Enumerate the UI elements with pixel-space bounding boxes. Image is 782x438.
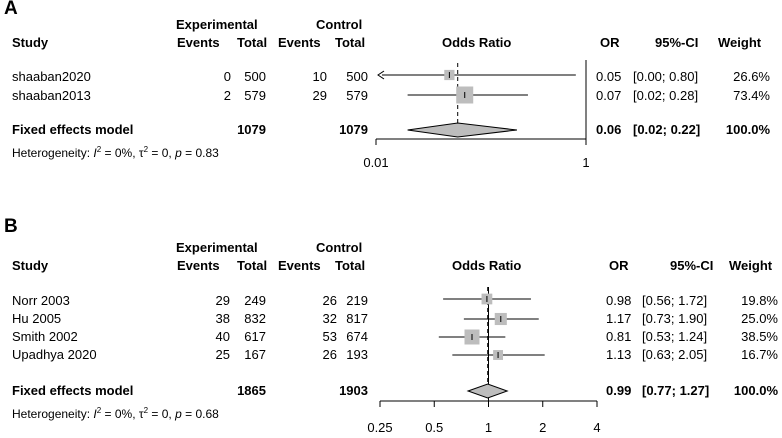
panel-a-label: A bbox=[4, 0, 18, 19]
exp-events: 25 bbox=[215, 347, 230, 362]
ctrl-events: 10 bbox=[312, 69, 327, 84]
pooled-weight: 100.0% bbox=[733, 383, 778, 398]
x-tick-label: 1 bbox=[485, 420, 492, 435]
study-name: shaaban2013 bbox=[12, 88, 91, 103]
ctrl-total: 219 bbox=[346, 293, 368, 308]
ctrl-events: 32 bbox=[322, 311, 337, 326]
experimental-header: Experimental bbox=[176, 17, 258, 32]
ctrl-events: 53 bbox=[322, 329, 337, 344]
ctrl-events: 29 bbox=[312, 88, 327, 103]
ci-value: [0.73; 1.90] bbox=[642, 311, 708, 326]
ctrl-total: 817 bbox=[346, 311, 368, 326]
exp-events: 40 bbox=[215, 329, 230, 344]
pooled-label: Fixed effects model bbox=[12, 383, 134, 398]
study-name: Norr 2003 bbox=[12, 293, 70, 308]
study-name: Hu 2005 bbox=[12, 311, 62, 326]
pooled-exp-total: 1865 bbox=[237, 383, 266, 398]
exp-total-header: Total bbox=[237, 258, 268, 273]
ctrl-total: 674 bbox=[346, 329, 368, 344]
ctrl-events: 26 bbox=[322, 293, 337, 308]
exp-events-header: Events bbox=[177, 258, 220, 273]
exp-events: 2 bbox=[223, 88, 231, 103]
or-header: OR bbox=[600, 35, 620, 50]
study-name: shaaban2020 bbox=[12, 69, 91, 84]
weight-value: 73.4% bbox=[733, 88, 770, 103]
pooled-ci: [0.02; 0.22] bbox=[633, 122, 701, 137]
study-name: Smith 2002 bbox=[12, 329, 78, 344]
panel-b-label: B bbox=[4, 216, 18, 237]
heterogeneity: Heterogeneity: I2 = 0%, τ2 = 0, p = 0.83 bbox=[12, 145, 219, 160]
x-tick-label: 0.01 bbox=[363, 155, 388, 170]
exp-total: 832 bbox=[244, 311, 266, 326]
pooled-exp-total: 1079 bbox=[237, 122, 266, 137]
exp-total: 579 bbox=[244, 88, 266, 103]
ci-value: [0.02; 0.28] bbox=[633, 88, 699, 103]
ctrl-events: 26 bbox=[322, 347, 337, 362]
pooled-or: 0.99 bbox=[606, 383, 632, 398]
x-tick-label: 2 bbox=[539, 420, 546, 435]
exp-total: 500 bbox=[244, 69, 266, 84]
x-tick-label: 1 bbox=[582, 155, 589, 170]
pooled-weight: 100.0% bbox=[725, 122, 770, 137]
exp-total: 167 bbox=[244, 347, 266, 362]
study-name: Upadhya 2020 bbox=[12, 347, 97, 362]
pooled-diamond bbox=[466, 383, 509, 399]
ctrl-total: 193 bbox=[346, 347, 368, 362]
pooled-ci: [0.77; 1.27] bbox=[642, 383, 710, 398]
ctrl-total-header: Total bbox=[335, 258, 366, 273]
weight-value: 16.7% bbox=[741, 347, 778, 362]
or-value: 0.98 bbox=[606, 293, 632, 308]
or-value: 1.13 bbox=[606, 347, 632, 362]
ci-value: [0.63; 2.05] bbox=[642, 347, 708, 362]
weight-header: Weight bbox=[718, 35, 762, 50]
x-tick-label: 4 bbox=[593, 420, 600, 435]
x-tick-label: 0.25 bbox=[367, 420, 392, 435]
ctrl-total: 500 bbox=[346, 69, 368, 84]
or-header: OR bbox=[609, 258, 629, 273]
pooled-or: 0.06 bbox=[596, 122, 622, 137]
ci-value: [0.00; 0.80] bbox=[633, 69, 699, 84]
ci-arrow-left bbox=[377, 70, 385, 80]
odds-ratio-header: Odds Ratio bbox=[452, 258, 522, 273]
or-value: 0.05 bbox=[596, 69, 622, 84]
pooled-diamond bbox=[407, 122, 518, 138]
exp-events: 0 bbox=[223, 69, 231, 84]
ci-value: [0.56; 1.72] bbox=[642, 293, 708, 308]
weight-value: 25.0% bbox=[741, 311, 778, 326]
exp-total: 249 bbox=[244, 293, 266, 308]
experimental-header: Experimental bbox=[176, 240, 258, 255]
or-value: 0.07 bbox=[596, 88, 622, 103]
exp-events: 38 bbox=[215, 311, 230, 326]
control-header: Control bbox=[316, 17, 363, 32]
ci-header: 95%-CI bbox=[655, 35, 699, 50]
ci-header: 95%-CI bbox=[670, 258, 714, 273]
study-header: Study bbox=[12, 258, 49, 273]
exp-events: 29 bbox=[215, 293, 230, 308]
panel-a-plot: 0.01 1 bbox=[363, 60, 590, 170]
weight-value: 26.6% bbox=[733, 69, 770, 84]
weight-value: 38.5% bbox=[741, 329, 778, 344]
pooled-ctrl-total: 1079 bbox=[339, 122, 368, 137]
exp-total: 617 bbox=[244, 329, 266, 344]
or-value: 1.17 bbox=[606, 311, 632, 326]
study-header: Study bbox=[12, 35, 49, 50]
heterogeneity: Heterogeneity: I2 = 0%, τ2 = 0, p = 0.68 bbox=[12, 406, 219, 421]
exp-events-header: Events bbox=[177, 35, 220, 50]
odds-ratio-header: Odds Ratio bbox=[442, 35, 512, 50]
ctrl-total-header: Total bbox=[335, 35, 366, 50]
exp-total-header: Total bbox=[237, 35, 268, 50]
pooled-ctrl-total: 1903 bbox=[339, 383, 368, 398]
weight-header: Weight bbox=[729, 258, 773, 273]
ctrl-total: 579 bbox=[346, 88, 368, 103]
ci-value: [0.53; 1.24] bbox=[642, 329, 708, 344]
weight-value: 19.8% bbox=[741, 293, 778, 308]
ctrl-events-header: Events bbox=[278, 258, 321, 273]
x-tick-label: 0.5 bbox=[425, 420, 443, 435]
or-value: 0.81 bbox=[606, 329, 632, 344]
pooled-label: Fixed effects model bbox=[12, 122, 134, 137]
ctrl-events-header: Events bbox=[278, 35, 321, 50]
control-header: Control bbox=[316, 240, 363, 255]
panel-b-plot: 0.25 0.5 1 2 4 bbox=[367, 287, 601, 435]
